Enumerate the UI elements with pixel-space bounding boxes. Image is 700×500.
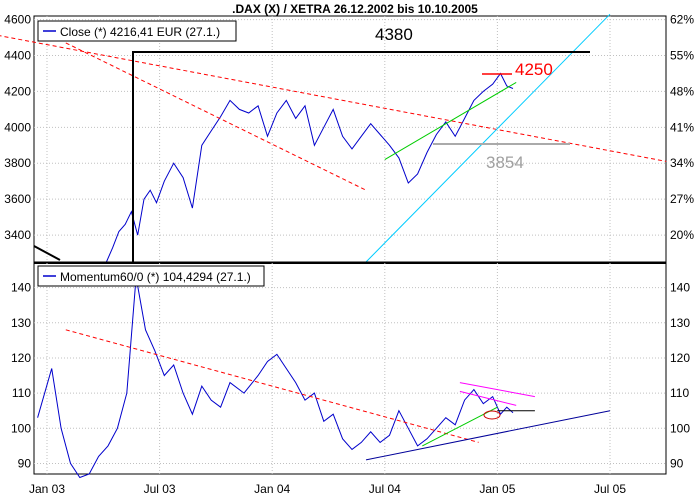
x-tick-label: Jan 03 <box>29 482 65 496</box>
price-y-tick-left: 4200 <box>4 84 31 98</box>
momentum-trend-line <box>365 410 611 461</box>
trend-stub <box>33 245 61 261</box>
momentum-y-tick-left: 120 <box>11 351 31 365</box>
price-y-tick-right: 48% <box>670 84 694 98</box>
price-y-tick-left: 4600 <box>4 13 31 27</box>
momentum-y-tick-left: 130 <box>11 316 31 330</box>
price-y-tick-right: 41% <box>670 120 694 134</box>
momentum-legend-box <box>37 265 265 287</box>
x-tick-label: Jul 05 <box>594 482 626 496</box>
chart-title: .DAX (X) / XETRA 26.12.2002 bis 10.10.20… <box>232 2 478 16</box>
momentum-y-tick-left: 100 <box>11 421 31 435</box>
momentum-grid <box>34 263 666 474</box>
price-y-tick-right: 20% <box>670 228 694 242</box>
price-axis-ticks: 3400 20% 3600 27% 3800 34% 4000 41% 4200 48% 4400 5… <box>4 13 694 242</box>
price-y-tick-left: 3800 <box>4 156 31 170</box>
momentum-y-tick-right: 100 <box>670 421 690 435</box>
momentum-y-tick-right: 110 <box>670 386 689 400</box>
momentum-trend-line <box>459 390 517 406</box>
resistance-bracket <box>132 51 590 262</box>
momentum-series-line <box>37 277 514 479</box>
momentum-y-tick-left: 110 <box>12 386 31 400</box>
annotation-4380: 4380 <box>375 25 413 44</box>
price-trend-line <box>0 35 667 162</box>
price-y-tick-right: 62% <box>670 13 694 27</box>
price-y-tick-left: 3400 <box>4 228 31 242</box>
price-trend-line <box>365 13 611 263</box>
price-y-tick-right: 27% <box>670 192 694 206</box>
momentum-lines <box>37 277 611 479</box>
x-axis-ticks: Jan 03 Jul 03 Jan 04 Jul 04 Jan 05 Jul 05 <box>29 482 626 496</box>
price-y-tick-left: 4000 <box>4 120 31 134</box>
price-legend-box <box>37 20 237 42</box>
x-tick-label: Jul 04 <box>369 482 401 496</box>
momentum-trend-line <box>459 382 535 398</box>
price-trend-line <box>384 81 517 161</box>
annotation-4250: 4250 <box>515 60 553 79</box>
momentum-y-tick-right: 130 <box>670 316 690 330</box>
price-legend-text: Close (*) 4216,41 EUR (27.1.) <box>60 25 220 39</box>
price-panel <box>33 15 667 263</box>
momentum-y-tick-left: 140 <box>11 281 31 295</box>
momentum-y-tick-right: 120 <box>670 351 690 365</box>
price-annotations: 4380 4250 3854 <box>33 25 590 262</box>
annotation-3854: 3854 <box>486 153 524 172</box>
price-y-tick-right: 34% <box>670 156 694 170</box>
momentum-highlight-ellipse <box>483 410 501 420</box>
x-tick-label: Jan 04 <box>254 482 290 496</box>
price-legend: Close (*) 4216,41 EUR (27.1.) <box>37 20 237 42</box>
price-lines <box>0 13 667 263</box>
momentum-legend-text: Momentum60/0 (*) 104,4294 (27.1.) <box>60 270 251 284</box>
momentum-axis-ticks: 90 90 100 100 110 110 120 120 130 130 140 140 <box>11 281 690 471</box>
price-series-line <box>105 72 514 263</box>
x-tick-label: Jan 05 <box>479 482 515 496</box>
price-y-tick-left: 3600 <box>4 192 31 206</box>
momentum-y-tick-left: 90 <box>18 456 32 470</box>
price-grid <box>34 16 666 262</box>
momentum-y-tick-right: 90 <box>670 456 684 470</box>
price-y-tick-right: 55% <box>670 49 694 63</box>
x-tick-label: Jul 03 <box>144 482 176 496</box>
momentum-legend: Momentum60/0 (*) 104,4294 (27.1.) <box>37 265 265 287</box>
momentum-trend-line <box>65 329 479 443</box>
momentum-y-tick-right: 140 <box>670 281 690 295</box>
price-y-tick-left: 4400 <box>4 49 31 63</box>
